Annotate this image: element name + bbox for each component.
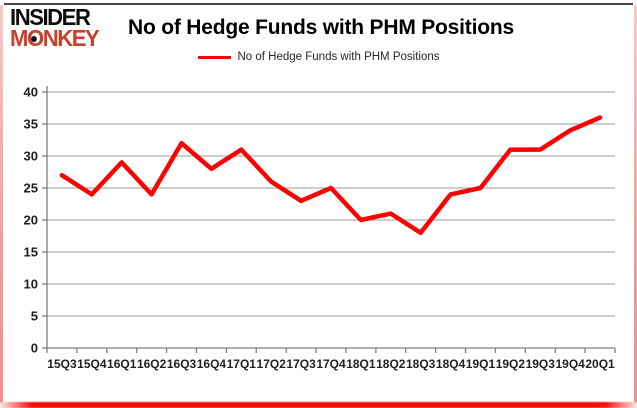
frame-top-border (4, 3, 633, 5)
svg-text:40: 40 (24, 85, 38, 100)
svg-text:18Q1: 18Q1 (346, 357, 376, 371)
svg-text:16Q2: 16Q2 (137, 357, 167, 371)
svg-text:19Q3: 19Q3 (526, 357, 556, 371)
svg-text:17Q2: 17Q2 (257, 357, 287, 371)
frame-right-glow (634, 5, 637, 404)
logo-text-monkey-m: M (10, 25, 28, 52)
data-line (59, 115, 603, 236)
x-axis-labels: 15Q3 15Q4 16Q1 16Q2 16Q3 16Q4 17Q1 17Q2 17Q3 17Q4… (47, 357, 615, 371)
logo-letter-o: O (27, 27, 44, 50)
svg-text:16Q3: 16Q3 (167, 357, 197, 371)
svg-text:25: 25 (24, 181, 38, 196)
svg-text:18Q2: 18Q2 (376, 357, 406, 371)
svg-text:30: 30 (24, 149, 38, 164)
svg-text:35: 35 (24, 117, 38, 132)
insider-monkey-logo: INSIDER MONKEY (10, 4, 102, 52)
logo-text-monkey: MONKEY (10, 25, 100, 52)
svg-text:10: 10 (24, 277, 38, 292)
legend-label: No of Hedge Funds with PHM Positions (237, 51, 440, 63)
chart-legend: No of Hedge Funds with PHM Positions (0, 51, 637, 63)
svg-text:0: 0 (31, 341, 38, 356)
logo-text-insider: INSIDER (10, 4, 91, 30)
y-axis-labels: 0 5 10 15 20 25 30 35 40 (24, 85, 38, 356)
page-title: No of Hedge Funds with PHM Positions (128, 16, 514, 39)
svg-text:16Q1: 16Q1 (107, 357, 137, 371)
svg-text:19Q1: 19Q1 (466, 357, 496, 371)
frame-left-glow (0, 5, 3, 404)
svg-text:15: 15 (24, 245, 38, 260)
svg-text:20: 20 (24, 213, 38, 228)
svg-text:16Q4: 16Q4 (197, 357, 227, 371)
frame-bottom-glow (0, 402, 637, 408)
monkey-eye-dot (31, 36, 38, 43)
svg-text:17Q1: 17Q1 (227, 357, 257, 371)
svg-text:17Q4: 17Q4 (316, 357, 346, 371)
svg-text:19Q2: 19Q2 (496, 357, 526, 371)
svg-text:20Q1: 20Q1 (585, 357, 615, 371)
gridlines (42, 91, 615, 349)
logo-text-monkey-nkey: NKEY (42, 25, 100, 52)
svg-text:18Q4: 18Q4 (436, 357, 466, 371)
svg-text:5: 5 (31, 309, 38, 324)
svg-text:18Q3: 18Q3 (406, 357, 436, 371)
axes (46, 86, 616, 353)
legend-line-swatch (197, 55, 231, 59)
svg-text:17Q3: 17Q3 (286, 357, 316, 371)
svg-text:15Q4: 15Q4 (77, 357, 107, 371)
svg-text:19Q4: 19Q4 (555, 357, 585, 371)
svg-text:15Q3: 15Q3 (47, 357, 77, 371)
